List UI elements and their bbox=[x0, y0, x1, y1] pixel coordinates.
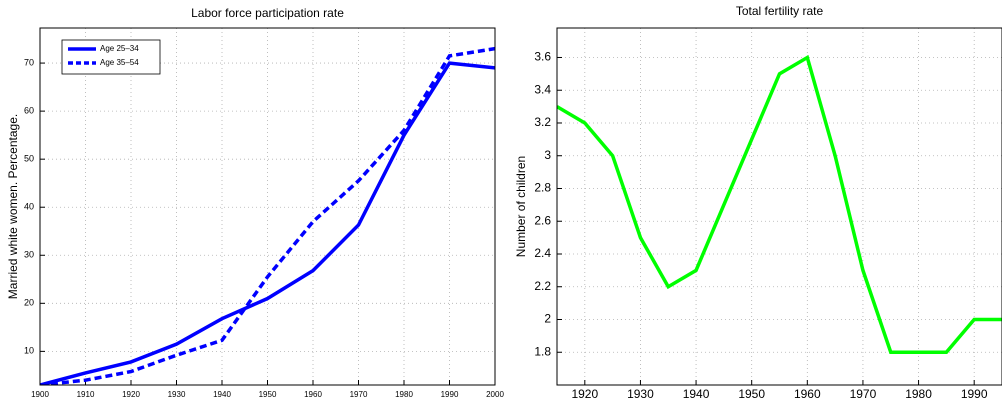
legend-label: Age 25–34 bbox=[100, 44, 139, 53]
x-tick-label: 1920 bbox=[571, 387, 598, 401]
y-tick-label: 1.8 bbox=[534, 344, 551, 358]
x-tick-label: 1930 bbox=[168, 390, 186, 399]
plot bbox=[557, 54, 1002, 354]
data-line bbox=[557, 54, 1002, 354]
x-tick-label: 1910 bbox=[77, 390, 95, 399]
x-tick-label: 1960 bbox=[794, 387, 821, 401]
x-tick-label: 1930 bbox=[627, 387, 654, 401]
y-axis-label: Married white women. Percentage. bbox=[6, 114, 20, 299]
x-tick-label: 1970 bbox=[350, 390, 368, 399]
y-tick-label: 3 bbox=[544, 148, 551, 162]
y-tick-label: 50 bbox=[24, 154, 34, 164]
x-tick-label: 1940 bbox=[683, 387, 710, 401]
x-tick-label: 2000 bbox=[486, 390, 504, 399]
legend-label: Age 35–54 bbox=[100, 58, 139, 67]
x-tick-label: 1920 bbox=[122, 390, 140, 399]
chart-title: Total fertility rate bbox=[736, 4, 824, 18]
plot bbox=[40, 46, 495, 385]
y-tick-label: 2 bbox=[544, 312, 551, 326]
x-tick-label: 1980 bbox=[395, 390, 413, 399]
x-tick-label: 1950 bbox=[738, 387, 765, 401]
x-tick-label: 1980 bbox=[905, 387, 932, 401]
y-tick-label: 2.2 bbox=[534, 279, 551, 293]
y-tick-label: 2.8 bbox=[534, 181, 551, 195]
x-tick-label: 1940 bbox=[213, 390, 231, 399]
x-tick-label: 1950 bbox=[259, 390, 277, 399]
y-tick-label: 70 bbox=[24, 57, 34, 67]
x-tick-label: 1990 bbox=[961, 387, 988, 401]
y-tick-label: 3.4 bbox=[534, 82, 551, 96]
y-tick-label: 10 bbox=[24, 346, 34, 356]
y-tick-label: 3.2 bbox=[534, 115, 551, 129]
y-tick-label: 40 bbox=[24, 202, 34, 212]
y-tick-label: 20 bbox=[24, 298, 34, 308]
plot-frame bbox=[556, 27, 1002, 386]
legend-box bbox=[61, 39, 161, 75]
y-axis-label: Number of children bbox=[514, 156, 528, 257]
x-tick-label: 1970 bbox=[850, 387, 877, 401]
y-tick-label: 60 bbox=[24, 105, 34, 115]
chart-title: Labor force participation rate bbox=[191, 6, 344, 20]
data-line bbox=[40, 61, 495, 385]
plot-frame bbox=[39, 27, 496, 386]
x-tick-label: 1960 bbox=[304, 390, 322, 399]
y-tick-label: 30 bbox=[24, 250, 34, 260]
y-tick-label: 2.4 bbox=[534, 246, 551, 260]
y-tick-label: 2.6 bbox=[534, 213, 551, 227]
y-tick-label: 3.6 bbox=[534, 50, 551, 64]
x-tick-label: 1900 bbox=[31, 390, 49, 399]
data-line bbox=[40, 46, 495, 385]
x-tick-label: 1990 bbox=[441, 390, 459, 399]
